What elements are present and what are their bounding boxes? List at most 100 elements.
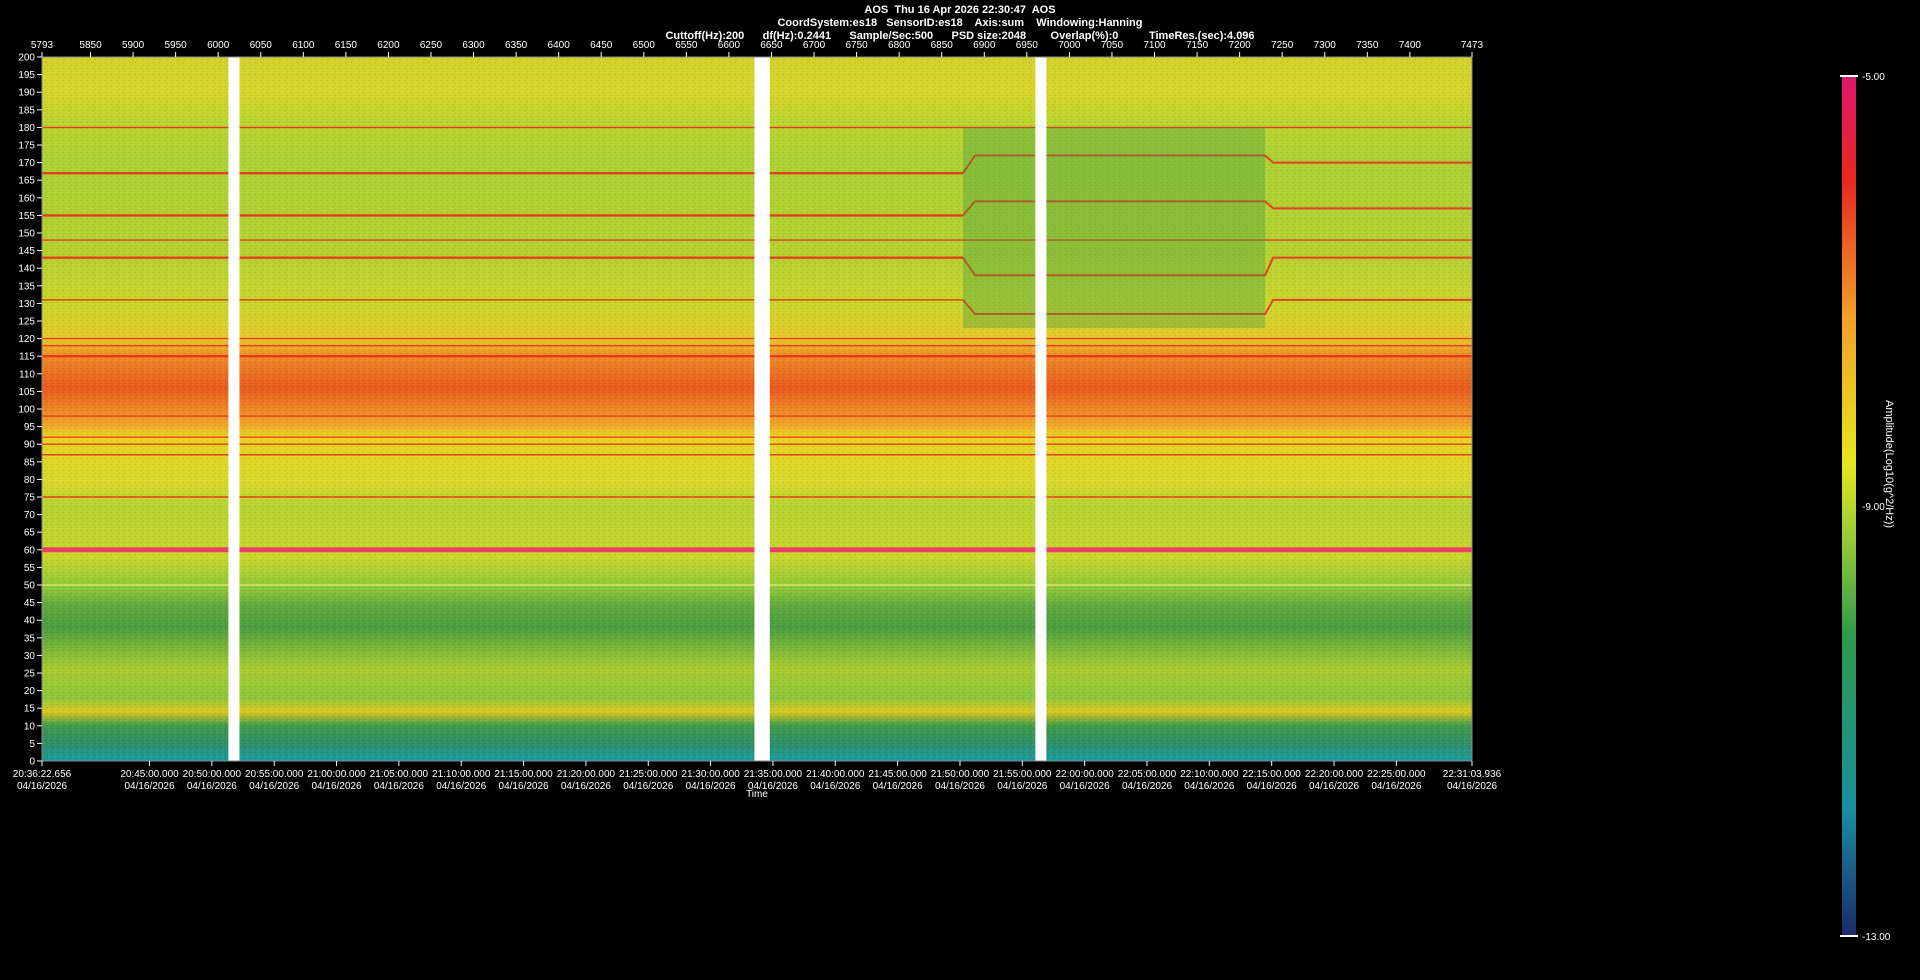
x-tick-time: 21:50:00.000: [931, 769, 990, 780]
x-tick-date: 04/16/2026: [17, 781, 67, 792]
x-tick-date: 04/16/2026: [187, 781, 237, 792]
x-tick-date: 04/16/2026: [935, 781, 985, 792]
y-tick-label: 40: [24, 616, 36, 627]
x-tick-date: 04/16/2026: [374, 781, 424, 792]
header-params-1: CoordSystem:es18 SensorID:es18 Axis:sum …: [777, 17, 1143, 29]
y-tick-label: 180: [18, 123, 35, 134]
y-tick-label: 145: [18, 246, 35, 257]
shifted-line-167hz: [962, 154, 1472, 174]
y-tick-label: 25: [24, 669, 36, 680]
top-tick-label: 7100: [1143, 40, 1166, 51]
y-tick-label: 130: [18, 299, 35, 310]
x-tick-time: 21:30:00.000: [681, 769, 740, 780]
event-region: [962, 127, 1266, 329]
y-tick-label: 125: [18, 317, 35, 328]
top-tick-label: 7150: [1186, 40, 1209, 51]
top-tick-label: 6050: [250, 40, 273, 51]
x-tick-time: 20:45:00.000: [120, 769, 179, 780]
x-tick-date: 04/16/2026: [249, 781, 299, 792]
shifted-line-155hz: [962, 200, 1472, 217]
y-tick-label: 65: [24, 528, 36, 539]
colorbar-max-label: -5.00: [1862, 72, 1885, 83]
y-tick-label: 135: [18, 281, 35, 292]
top-tick-label: 7200: [1229, 40, 1252, 51]
y-tick-label: 110: [19, 369, 35, 380]
x-tick-date: 04/16/2026: [623, 781, 673, 792]
shifted-line-143hz: [962, 256, 1472, 277]
chart-title: AOS Thu 16 Apr 2026 22:30:47 AOS: [864, 4, 1056, 16]
y-tick-label: 155: [18, 211, 35, 222]
x-tick-time: 21:05:00.000: [370, 769, 429, 780]
x-tick-time: 22:15:00.000: [1242, 769, 1301, 780]
x-tick-date: 04/16/2026: [1309, 781, 1359, 792]
x-tick-time: 21:40:00.000: [806, 769, 865, 780]
y-tick-label: 15: [24, 704, 36, 715]
x-tick-date: 04/16/2026: [124, 781, 174, 792]
y-tick-label: 60: [24, 545, 36, 556]
y-tick-label: 20: [24, 686, 36, 697]
top-tick-label: 6750: [845, 40, 868, 51]
colorbar: -5.00 -9.00 -13.00: [1840, 72, 1891, 943]
top-tick-label: 6000: [207, 40, 230, 51]
y-tick-label: 90: [24, 440, 36, 451]
x-tick-time: 20:36:22.656: [13, 769, 72, 780]
y-tick-label: 75: [24, 493, 36, 504]
y-tick-label: 170: [18, 158, 35, 169]
top-tick-label: 6200: [377, 40, 400, 51]
y-tick-label: 95: [24, 422, 36, 433]
x-tick-time: 21:10:00.000: [432, 769, 491, 780]
top-tick-label: 6900: [973, 40, 996, 51]
y-tick-label: 200: [18, 53, 35, 64]
shifted-line-131hz: [962, 298, 1472, 315]
top-tick-label: 6100: [292, 40, 315, 51]
colorbar-mid-label: -9.00: [1862, 502, 1885, 513]
x-tick-date: 04/16/2026: [1060, 781, 1110, 792]
x-tick-time: 20:55:00.000: [245, 769, 304, 780]
top-tick-label: 7350: [1356, 40, 1379, 51]
colorbar-axis-label: Amplitude(Log10(g^2/Hz)): [1883, 400, 1895, 529]
x-tick-time: 22:25:00.000: [1367, 769, 1426, 780]
x-tick-time: 21:55:00.000: [993, 769, 1052, 780]
y-tick-label: 10: [24, 721, 36, 732]
x-tick-date: 04/16/2026: [1447, 781, 1497, 792]
top-tick-label: 6700: [803, 40, 826, 51]
top-tick-label: 5950: [165, 40, 188, 51]
colorbar-gradient: [1842, 76, 1856, 936]
top-tick-label: 6350: [505, 40, 528, 51]
top-tick-label: 6550: [675, 40, 698, 51]
x-axis-label: Time: [746, 789, 768, 800]
x-axis: 20:36:22.65604/16/202620:45:00.00004/16/…: [13, 761, 1502, 792]
x-tick-date: 04/16/2026: [561, 781, 611, 792]
y-tick-label: 85: [24, 457, 36, 468]
y-axis: 0 5 10 15 20 25 30 35 40 45 50 55 60 65 70 75 80 85 90 95 10…: [18, 53, 42, 768]
data-gap-1: [228, 57, 240, 761]
data-gap-3: [1035, 57, 1047, 761]
top-tick-label: 5900: [122, 40, 145, 51]
top-tick-label: 7400: [1399, 40, 1422, 51]
top-tick-label: 6950: [1016, 40, 1039, 51]
x-tick-time: 22:20:00.000: [1305, 769, 1364, 780]
y-tick-label: 115: [19, 352, 35, 363]
y-tick-label: 80: [24, 475, 36, 486]
top-tick-label: 7050: [1101, 40, 1124, 51]
top-tick-label: 7473: [1461, 40, 1484, 51]
top-tick-label: 7250: [1271, 40, 1294, 51]
top-tick-label: 5793: [31, 40, 54, 51]
x-tick-time: 22:31:03.936: [1443, 769, 1502, 780]
y-tick-label: 0: [29, 757, 35, 768]
y-tick-label: 45: [24, 598, 36, 609]
colorbar-min-label: -13.00: [1862, 932, 1891, 943]
x-tick-time: 21:35:00.000: [744, 769, 803, 780]
top-tick-label: 5850: [79, 40, 102, 51]
top-tick-label: 6600: [718, 40, 741, 51]
x-tick-date: 04/16/2026: [1371, 781, 1421, 792]
y-tick-label: 195: [18, 70, 35, 81]
y-tick-label: 100: [18, 405, 35, 416]
y-tick-label: 55: [24, 563, 36, 574]
x-tick-time: 21:00:00.000: [307, 769, 366, 780]
y-tick-label: 185: [18, 105, 35, 116]
top-tick-label: 7300: [1314, 40, 1337, 51]
header-params-2: Cuttoff(Hz):200 df(Hz):0.2441 Sample/Sec…: [665, 30, 1255, 42]
x-tick-time: 22:10:00.000: [1180, 769, 1239, 780]
